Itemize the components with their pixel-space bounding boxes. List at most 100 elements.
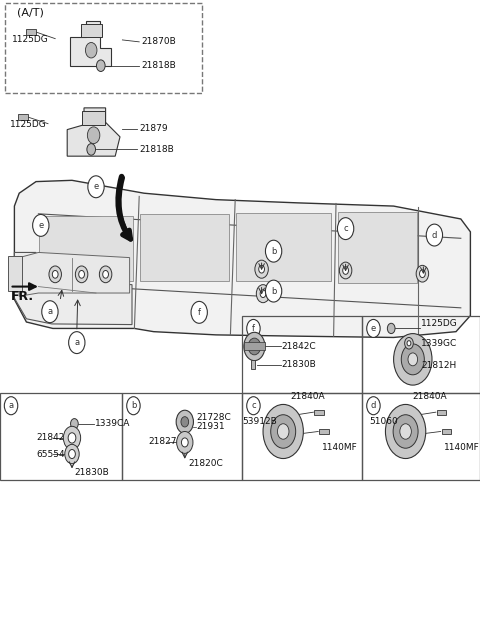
Text: 21728C: 21728C (197, 413, 231, 422)
Text: 51060: 51060 (370, 417, 398, 426)
Circle shape (387, 323, 395, 334)
Text: 1339GC: 1339GC (421, 339, 457, 348)
Text: 21830B: 21830B (282, 360, 316, 369)
Bar (39, 216, 133, 281)
Text: 21812H: 21812H (421, 361, 456, 370)
Circle shape (99, 266, 112, 283)
Bar (442, 429, 451, 434)
Text: (A/T): (A/T) (17, 7, 44, 17)
Circle shape (65, 444, 79, 464)
Circle shape (191, 301, 207, 323)
Circle shape (181, 438, 188, 447)
Circle shape (4, 397, 18, 415)
Polygon shape (19, 252, 130, 296)
Bar (236, 213, 331, 281)
Text: d: d (432, 231, 437, 240)
Text: 65554: 65554 (36, 450, 65, 459)
Text: 1339CA: 1339CA (95, 419, 130, 428)
Circle shape (416, 265, 429, 282)
Text: f: f (252, 324, 255, 333)
Bar (81, 24, 102, 37)
Circle shape (96, 60, 105, 71)
Text: c: c (343, 224, 348, 233)
Bar (362, 316, 480, 393)
Circle shape (69, 332, 85, 354)
Bar (314, 410, 324, 415)
Circle shape (394, 334, 432, 385)
Bar (244, 342, 265, 350)
Text: FR.: FR. (11, 290, 34, 303)
Text: 21840A: 21840A (290, 392, 325, 401)
Bar (0, 393, 122, 480)
Circle shape (79, 270, 84, 278)
Circle shape (127, 397, 140, 415)
Circle shape (420, 270, 425, 278)
Circle shape (337, 218, 354, 240)
Text: e: e (38, 221, 43, 230)
Circle shape (42, 301, 58, 323)
Circle shape (176, 410, 193, 433)
Circle shape (256, 285, 270, 303)
Text: 21840A: 21840A (413, 392, 447, 401)
Circle shape (248, 338, 261, 355)
Text: f: f (198, 308, 201, 317)
Circle shape (339, 262, 352, 279)
Text: b: b (131, 401, 136, 410)
Bar (437, 410, 446, 415)
Circle shape (277, 424, 289, 439)
Circle shape (68, 433, 76, 443)
Circle shape (426, 224, 443, 246)
Text: a: a (74, 338, 79, 347)
Bar (140, 214, 229, 281)
Circle shape (405, 337, 413, 349)
Text: 21842B: 21842B (36, 433, 71, 442)
Circle shape (52, 270, 58, 278)
Circle shape (343, 267, 348, 274)
Circle shape (265, 280, 282, 302)
Circle shape (181, 417, 189, 427)
Bar (18, 115, 28, 120)
Text: 1140MF: 1140MF (322, 443, 357, 452)
Circle shape (385, 404, 426, 459)
Text: 21830B: 21830B (74, 468, 109, 477)
Circle shape (255, 260, 268, 278)
Bar (5, 3, 202, 93)
Bar (319, 429, 329, 434)
Bar (242, 393, 362, 480)
Circle shape (88, 176, 104, 198)
Circle shape (87, 127, 100, 144)
Text: 21870B: 21870B (142, 37, 176, 46)
Text: 21879: 21879 (139, 124, 168, 133)
Circle shape (71, 419, 78, 429)
Circle shape (408, 353, 418, 366)
Circle shape (87, 144, 96, 155)
Bar (122, 393, 242, 480)
Text: 1140MF: 1140MF (444, 443, 480, 452)
Text: b: b (271, 287, 276, 296)
Polygon shape (67, 108, 120, 156)
Circle shape (75, 266, 88, 283)
Text: 21827: 21827 (149, 437, 177, 446)
Circle shape (244, 332, 265, 361)
Polygon shape (14, 180, 470, 337)
Text: 1125DG: 1125DG (421, 319, 458, 328)
Text: 21931: 21931 (197, 422, 226, 431)
Circle shape (103, 270, 108, 278)
Circle shape (247, 397, 260, 415)
Text: 21818B: 21818B (142, 61, 176, 70)
Circle shape (265, 240, 282, 262)
Circle shape (367, 319, 380, 337)
Circle shape (247, 319, 260, 337)
Circle shape (367, 397, 380, 415)
Text: b: b (271, 247, 276, 256)
Bar (251, 360, 255, 369)
Circle shape (33, 214, 49, 236)
Bar (362, 393, 480, 480)
Bar (8, 256, 22, 291)
Text: e: e (371, 324, 376, 333)
Circle shape (259, 265, 264, 273)
Circle shape (177, 431, 193, 453)
Circle shape (49, 266, 61, 283)
Text: 1125DG: 1125DG (12, 35, 49, 44)
Text: a: a (48, 307, 52, 316)
